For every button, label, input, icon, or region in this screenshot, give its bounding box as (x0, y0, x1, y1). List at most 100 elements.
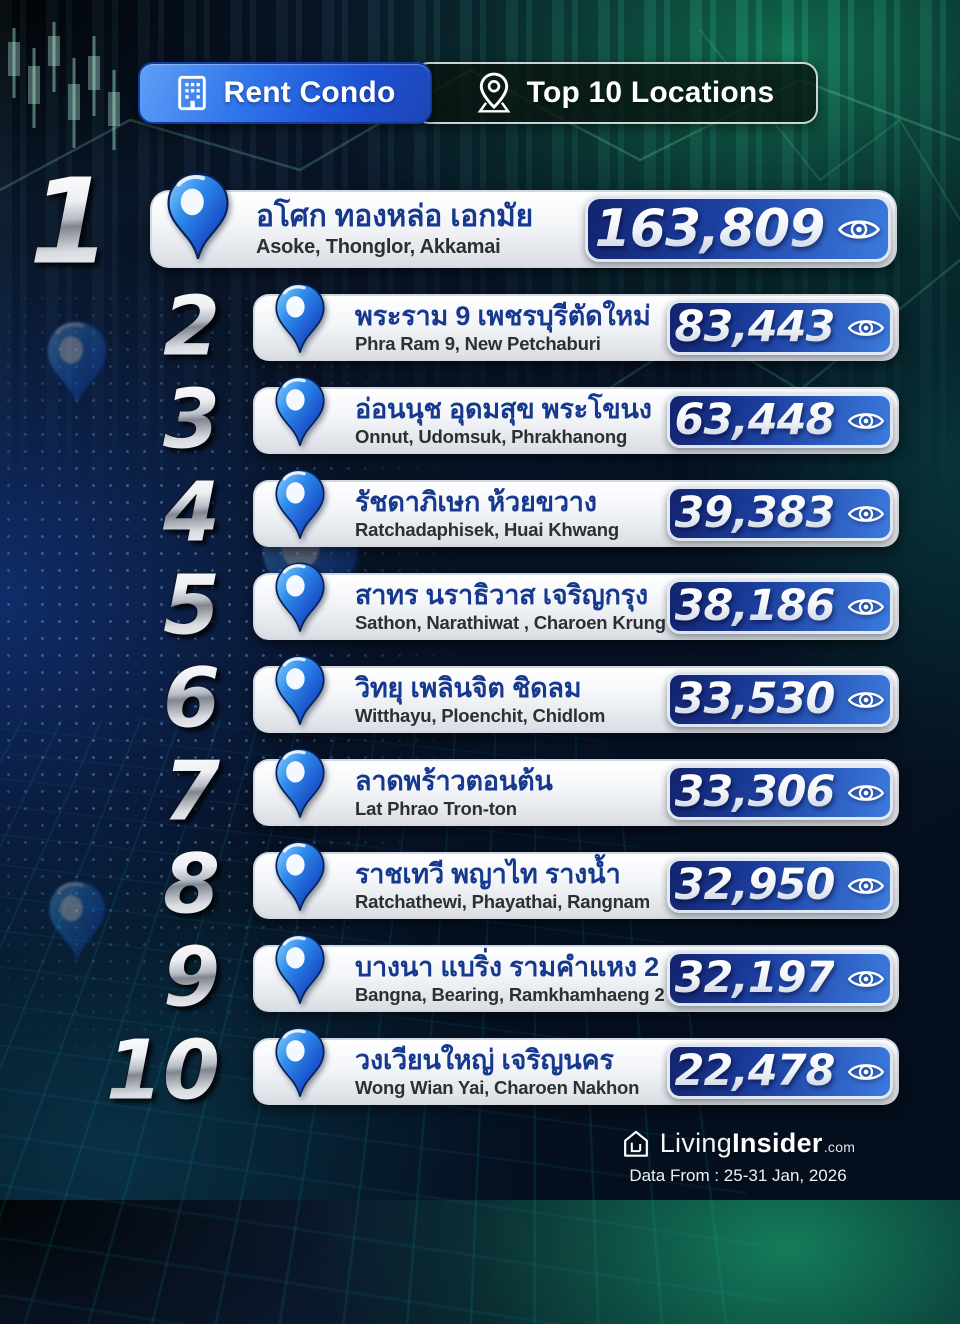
location-name-english: Bangna, Bearing, Ramkhamhaeng 2 (355, 983, 665, 1005)
rank-number: 6 (48, 657, 220, 740)
location-pin-outline-icon (474, 71, 514, 115)
views-badge: 39,383 (667, 486, 893, 541)
views-count: 33,530 (674, 674, 836, 724)
rank-number: 2 (48, 285, 220, 368)
rank-number: 10 (48, 1029, 220, 1112)
location-name-thai: วงเวียนใหญ่ เจริญนคร (355, 1044, 614, 1075)
location-card: รัชดาภิเษก ห้วยขวาง Ratchadaphisek, Huai… (253, 480, 899, 547)
views-count: 63,448 (674, 395, 836, 445)
rank-number: 4 (48, 471, 220, 554)
views-count: 33,306 (674, 767, 836, 817)
location-name-english: Lat Phrao Tron-ton (355, 797, 517, 819)
rank-number: 7 (48, 750, 220, 833)
location-card: วงเวียนใหญ่ เจริญนคร Wong Wian Yai, Char… (253, 1038, 899, 1105)
views-badge: 163,809 (585, 196, 891, 262)
location-card: อโศก ทองหล่อ เอกมัย Asoke, Thonglor, Akk… (150, 190, 897, 268)
eye-icon (847, 1060, 885, 1084)
brand-tld: .com (823, 1139, 856, 1155)
views-badge: 33,306 (667, 765, 893, 820)
location-name-english: Sathon, Narathiwat , Charoen Krung (355, 611, 666, 633)
ranking-row: 4 รัชดาภิเษก ห้วยขวาง Ratchadaphisek, Hu… (0, 468, 960, 561)
location-names: อโศก ทองหล่อ เอกมัย Asoke, Thonglor, Akk… (256, 200, 533, 259)
location-pin-icon (271, 747, 329, 821)
eye-icon (847, 409, 885, 433)
views-badge: 32,950 (667, 858, 893, 913)
location-name-english: Wong Wian Yai, Charoen Nakhon (355, 1076, 640, 1098)
location-pin-icon (271, 1026, 329, 1100)
location-pin-icon (271, 468, 329, 542)
location-name-english: Ratchathewi, Phayathai, Rangnam (355, 890, 651, 912)
location-name-thai: ลาดพร้าวตอนต้น (355, 765, 553, 796)
house-logo-icon (621, 1129, 651, 1159)
rent-condo-pill: Rent Condo (138, 62, 432, 124)
location-name-english: Ratchadaphisek, Huai Khwang (355, 518, 619, 540)
location-names: บางนา แบริ่ง รามคำแหง 2 Bangna, Bearing,… (355, 951, 665, 1006)
brand-logo: Living Insider .com (558, 1128, 918, 1159)
ranking-row: 1 อโศก ทองหล่อ เอกมัย Asoke, Thonglor, A… (0, 163, 960, 282)
views-badge: 63,448 (667, 393, 893, 448)
views-badge: 33,530 (667, 672, 893, 727)
data-range-label: Data From : 25-31 Jan, 2026 (629, 1166, 847, 1185)
views-count: 32,197 (674, 953, 836, 1003)
brand-name: Living Insider .com (660, 1128, 856, 1159)
location-card: อ่อนนุช อุดมสุข พระโขนง Onnut, Udomsuk, … (253, 387, 899, 454)
location-name-english: Asoke, Thonglor, Akkamai (256, 236, 501, 259)
location-pin-icon (162, 171, 234, 263)
location-names: สาทร นราธิวาส เจริญกรุง Sathon, Narathiw… (355, 580, 666, 634)
ranking-list: 1 อโศก ทองหล่อ เอกมัย Asoke, Thonglor, A… (0, 163, 960, 1119)
views-count: 38,186 (674, 581, 836, 631)
location-pin-icon (271, 561, 329, 635)
rent-condo-label: Rent Condo (223, 76, 396, 109)
location-card: สาทร นราธิวาส เจริญกรุง Sathon, Narathiw… (253, 573, 899, 640)
location-card: วิทยุ เพลินจิต ชิดลม Witthayu, Ploenchit… (253, 666, 899, 733)
header: Rent Condo Top 10 Locations (138, 62, 818, 124)
location-name-thai: สาทร นราธิวาส เจริญกรุง (355, 579, 648, 610)
location-name-thai: บางนา แบริ่ง รามคำแหง 2 (355, 951, 659, 982)
views-badge: 38,186 (667, 579, 893, 634)
location-names: พระราม 9 เพชรบุรีตัดใหม่ Phra Ram 9, New… (355, 301, 651, 355)
brand-insider: Insider (732, 1128, 823, 1158)
rank-number: 1 (18, 163, 122, 281)
location-name-english: Onnut, Udomsuk, Phrakhanong (355, 425, 628, 447)
views-count: 39,383 (674, 488, 836, 538)
ranking-row: 9 บางนา แบริ่ง รามคำแหง 2 Bangna, Bearin… (0, 933, 960, 1026)
location-pin-icon (271, 840, 329, 914)
ranking-row: 8 ราชเทวี พญาไท รางน้ำ Ratchathewi, Phay… (0, 840, 960, 933)
ranking-row: 5 สาทร นราธิวาส เจริญกรุง Sathon, Narath… (0, 561, 960, 654)
ranking-row: 7 ลาดพร้าวตอนต้น Lat Phrao Tron-ton 33,3… (0, 747, 960, 840)
location-name-english: Phra Ram 9, New Petchaburi (355, 332, 601, 354)
views-badge: 32,197 (667, 951, 893, 1006)
location-card: ราชเทวี พญาไท รางน้ำ Ratchathewi, Phayat… (253, 852, 899, 919)
top-10-locations-label: Top 10 Locations (526, 76, 775, 109)
building-icon (175, 74, 209, 112)
location-names: วิทยุ เพลินจิต ชิดลม Witthayu, Ploenchit… (355, 673, 605, 727)
top-10-locations-pill: Top 10 Locations (414, 62, 818, 124)
views-count: 163,809 (594, 199, 826, 259)
eye-icon (847, 502, 885, 526)
location-name-thai: อโศก ทองหล่อ เอกมัย (256, 199, 534, 233)
location-names: ลาดพร้าวตอนต้น Lat Phrao Tron-ton (355, 766, 553, 820)
eye-icon (847, 688, 885, 712)
location-name-thai: รัชดาภิเษก ห้วยขวาง (355, 486, 597, 517)
rank-number: 5 (48, 564, 220, 647)
eye-icon (847, 967, 885, 991)
eye-icon (847, 874, 885, 898)
brand-living: Living (659, 1128, 733, 1158)
location-pin-icon (271, 282, 329, 356)
location-name-thai: วิทยุ เพลินจิต ชิดลม (355, 672, 582, 703)
views-badge: 83,443 (667, 300, 893, 355)
location-name-english: Witthayu, Ploenchit, Chidlom (355, 704, 606, 726)
rank-number: 9 (48, 936, 220, 1019)
rank-number: 3 (48, 378, 220, 461)
location-names: วงเวียนใหญ่ เจริญนคร Wong Wian Yai, Char… (355, 1045, 639, 1099)
views-count: 83,443 (674, 302, 836, 352)
eye-icon (847, 781, 885, 805)
location-card: พระราม 9 เพชรบุรีตัดใหม่ Phra Ram 9, New… (253, 294, 899, 361)
location-names: รัชดาภิเษก ห้วยขวาง Ratchadaphisek, Huai… (355, 487, 619, 541)
eye-icon (847, 595, 885, 619)
location-pin-icon (271, 375, 329, 449)
ranking-row: 2 พระราม 9 เพชรบุรีตัดใหม่ Phra Ram 9, N… (0, 282, 960, 375)
location-names: อ่อนนุช อุดมสุข พระโขนง Onnut, Udomsuk, … (355, 394, 652, 448)
ranking-row: 3 อ่อนนุช อุดมสุข พระโขนง Onnut, Udomsuk… (0, 375, 960, 468)
location-card: ลาดพร้าวตอนต้น Lat Phrao Tron-ton 33,306 (253, 759, 899, 826)
